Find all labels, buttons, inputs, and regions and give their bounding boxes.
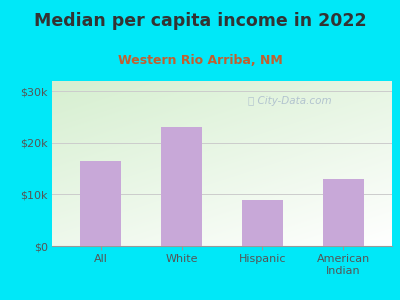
Text: Western Rio Arriba, NM: Western Rio Arriba, NM	[118, 54, 282, 67]
Bar	[161, 128, 202, 246]
Text: ⓘ City-Data.com: ⓘ City-Data.com	[248, 96, 332, 106]
Bar	[80, 161, 121, 246]
Text: Median per capita income in 2022: Median per capita income in 2022	[34, 12, 366, 30]
Bar	[242, 200, 283, 246]
Bar	[323, 179, 364, 246]
